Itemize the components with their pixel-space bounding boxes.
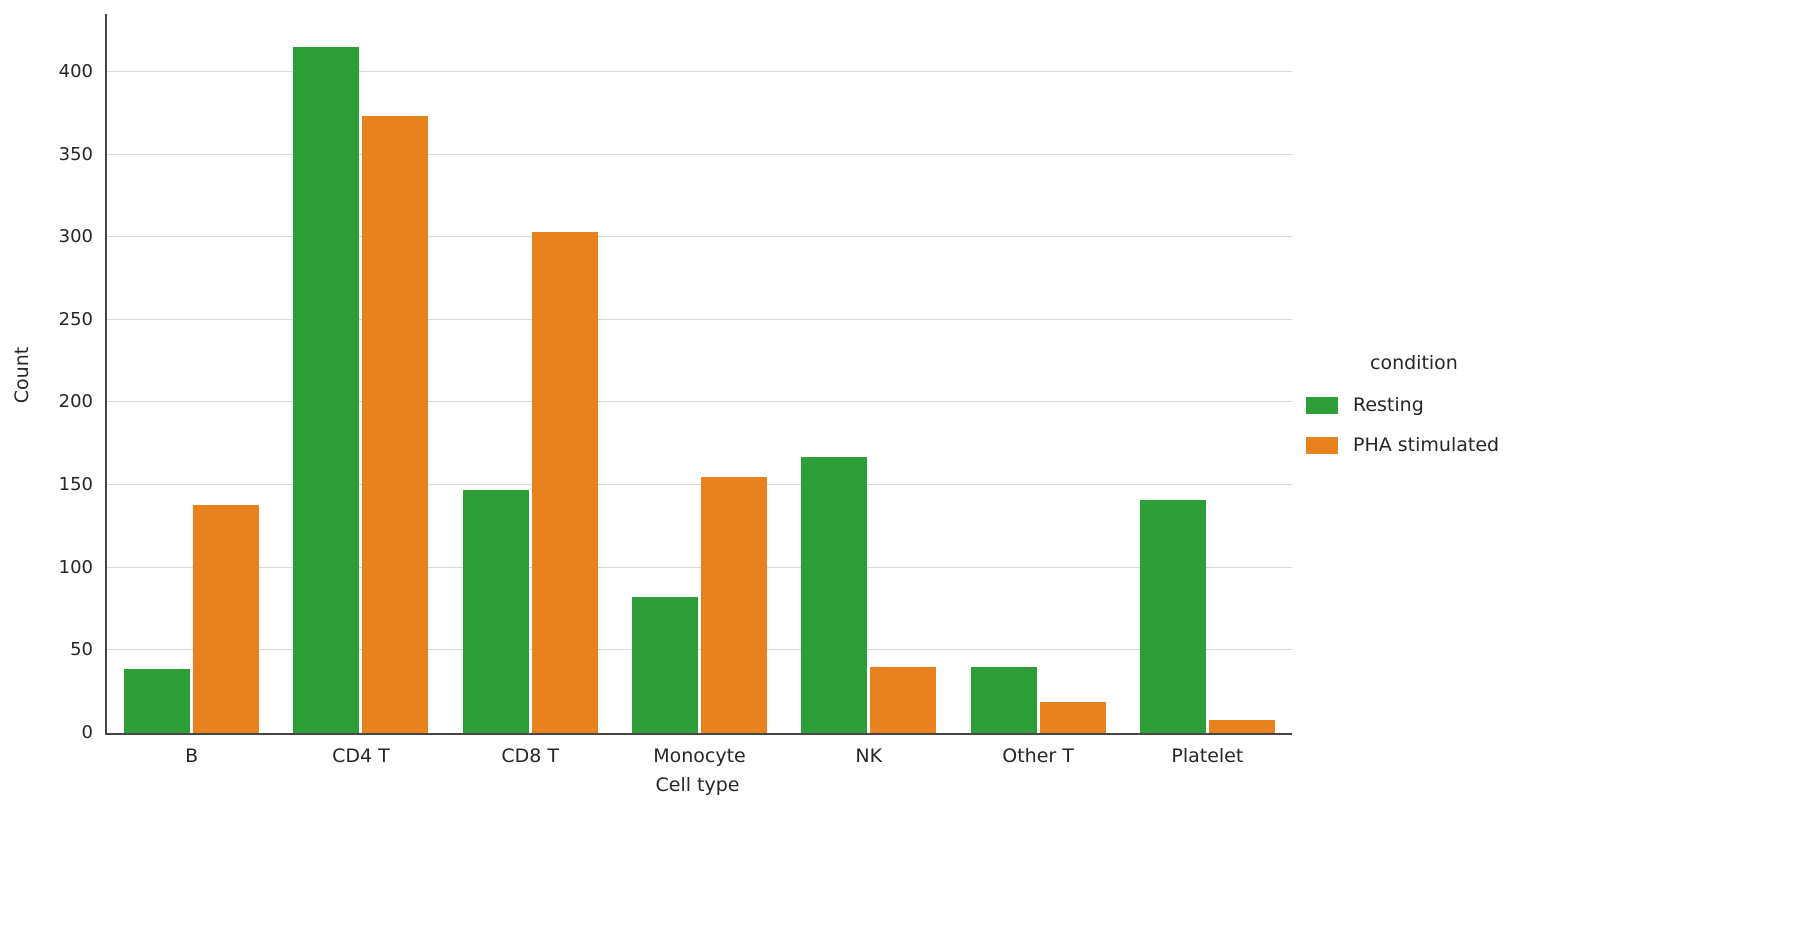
y-axis-label: Count: [11, 346, 33, 404]
gridline-350: [107, 153, 1292, 155]
y-tick-0: 0: [81, 722, 93, 743]
bar-b-pha-stimulated: [193, 504, 260, 733]
x-tick-monocyte: Monocyte: [653, 745, 746, 767]
bar-group-nk: [784, 14, 953, 733]
bar-nk-pha-stimulated: [870, 666, 937, 733]
bar-platelet-resting: [1139, 499, 1206, 733]
bar-cd8-t-pha-stimulated: [531, 232, 598, 733]
legend-item-pha-stimulated: PHA stimulated: [1306, 434, 1499, 456]
bar-nk-resting: [801, 456, 868, 733]
x-tick-b: B: [185, 745, 199, 767]
y-tick-150: 150: [58, 474, 93, 496]
y-tick-250: 250: [58, 308, 93, 330]
gridlines: [107, 14, 1292, 733]
x-tick-cd8-t: CD8 T: [501, 745, 560, 767]
y-tick-350: 350: [58, 143, 93, 165]
gridline-250: [107, 318, 1292, 320]
legend-items: Resting PHA stimulated: [1306, 394, 1499, 456]
bar-group-b: [107, 14, 276, 733]
legend-swatch-icon: [1306, 396, 1338, 414]
bar-group-monocyte: [615, 14, 784, 733]
bar-monocyte-pha-stimulated: [700, 476, 767, 733]
bar-monocyte-resting: [631, 597, 698, 733]
bar-cd4-t-pha-stimulated: [362, 116, 429, 733]
legend-swatch-icon: [1306, 436, 1338, 454]
plot-area: 0 50 100 150 200 250 300 350 400 B CD4 T CD8 T Mono…: [59, 14, 1292, 767]
y-tick-300: 300: [58, 226, 93, 248]
gridline-50: [107, 649, 1292, 651]
x-axis-label: Cell type: [655, 774, 740, 796]
legend-item-resting: Resting: [1306, 394, 1499, 416]
legend: condition Resting PHA stimulated: [1306, 352, 1499, 474]
bar-group-cd8-t: [446, 14, 615, 733]
bar-b-resting: [124, 668, 191, 733]
gridline-150: [107, 484, 1292, 486]
x-tick-other-t: Other T: [1002, 745, 1074, 767]
legend-label: PHA stimulated: [1353, 434, 1500, 456]
bar-other-t-resting: [970, 666, 1037, 733]
y-tick-400: 400: [58, 60, 93, 82]
bar-platelet-pha-stimulated: [1208, 719, 1275, 733]
bar-group-other-t: [953, 14, 1122, 733]
x-tick-nk: NK: [855, 745, 883, 767]
bar-group-platelet: [1123, 14, 1292, 733]
bar-cd4-t-resting: [293, 47, 360, 733]
gridline-200: [107, 401, 1292, 403]
legend-label: Resting: [1353, 394, 1424, 416]
bar-other-t-pha-stimulated: [1039, 701, 1106, 733]
x-tick-platelet: Platelet: [1171, 745, 1244, 767]
gridline-400: [107, 70, 1292, 72]
x-axis-tick-labels: B CD4 T CD8 T Monocyte NK Other T Platelet: [107, 733, 1292, 767]
gridline-100: [107, 566, 1292, 568]
x-tick-cd4-t: CD4 T: [332, 745, 390, 767]
y-tick-50: 50: [70, 639, 93, 661]
y-tick-200: 200: [58, 391, 93, 413]
bar-cd8-t-resting: [462, 490, 529, 733]
gridline-300: [107, 236, 1292, 238]
bar-group-cd4-t: [276, 14, 445, 733]
y-tick-100: 100: [58, 556, 93, 578]
legend-title: condition: [1370, 352, 1458, 374]
bars-container: [107, 14, 1292, 733]
